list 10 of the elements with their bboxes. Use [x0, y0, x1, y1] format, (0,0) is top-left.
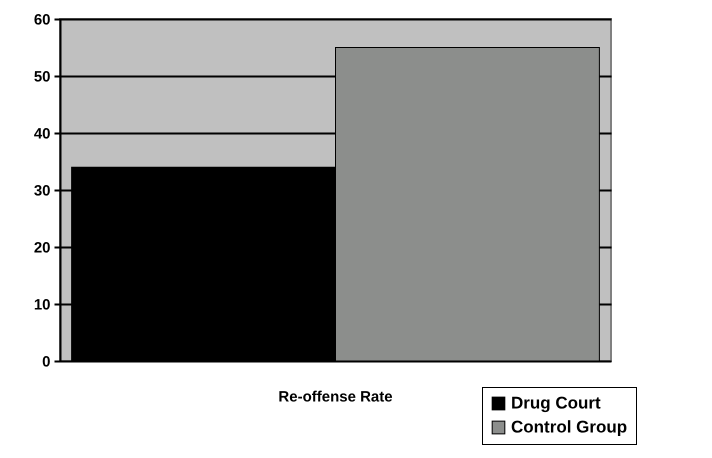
- x-tick-label: Re-offense Rate: [278, 388, 393, 406]
- y-tick-label: 10: [34, 296, 50, 314]
- y-tick-label: 50: [34, 68, 50, 86]
- legend-label: Drug Court: [511, 394, 602, 412]
- y-tick-label: 30: [34, 182, 50, 200]
- y-tick-label: 0: [42, 354, 50, 370]
- y-tick-label: 40: [34, 126, 50, 142]
- y-tick-label: 60: [34, 12, 50, 28]
- y-tick-label: 20: [34, 240, 50, 256]
- legend-label: Control Group: [511, 418, 628, 436]
